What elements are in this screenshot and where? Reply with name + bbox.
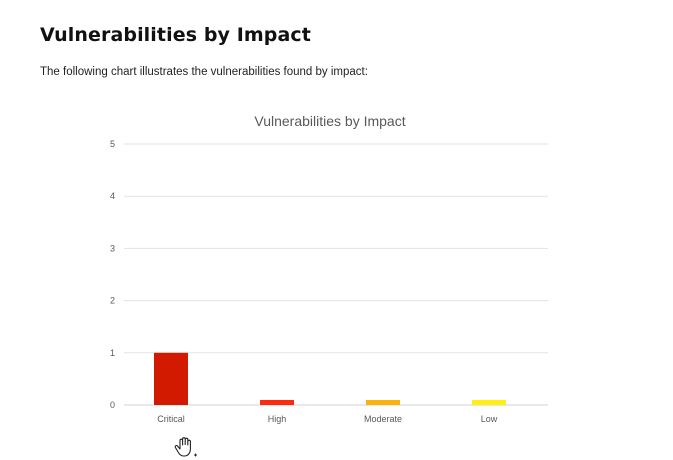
- bar-high: [260, 400, 294, 405]
- x-axis-categories: Critical High Moderate Low: [157, 414, 498, 424]
- category-label: Low: [481, 414, 498, 424]
- y-tick-label: 4: [110, 191, 115, 201]
- y-tick-label: 1: [110, 348, 115, 358]
- section-heading: Vulnerabilities by Impact: [40, 24, 311, 46]
- y-axis-ticks: 0 1 2 3 4 5: [110, 139, 115, 410]
- y-tick-label: 2: [110, 296, 115, 306]
- bar-moderate: [366, 400, 400, 405]
- category-label: Critical: [157, 414, 185, 424]
- category-label: Moderate: [364, 414, 402, 424]
- y-tick-label: 0: [110, 400, 115, 410]
- chart-title: Vulnerabilities by Impact: [254, 113, 405, 129]
- intro-text: The following chart illustrates the vuln…: [40, 66, 368, 78]
- category-label: High: [268, 414, 287, 424]
- y-tick-label: 3: [110, 243, 115, 253]
- bar-critical: [154, 352, 188, 405]
- bar-low: [472, 400, 506, 405]
- hand-pointer-icon: [174, 437, 197, 457]
- bars: [154, 352, 506, 405]
- y-tick-label: 5: [110, 139, 115, 149]
